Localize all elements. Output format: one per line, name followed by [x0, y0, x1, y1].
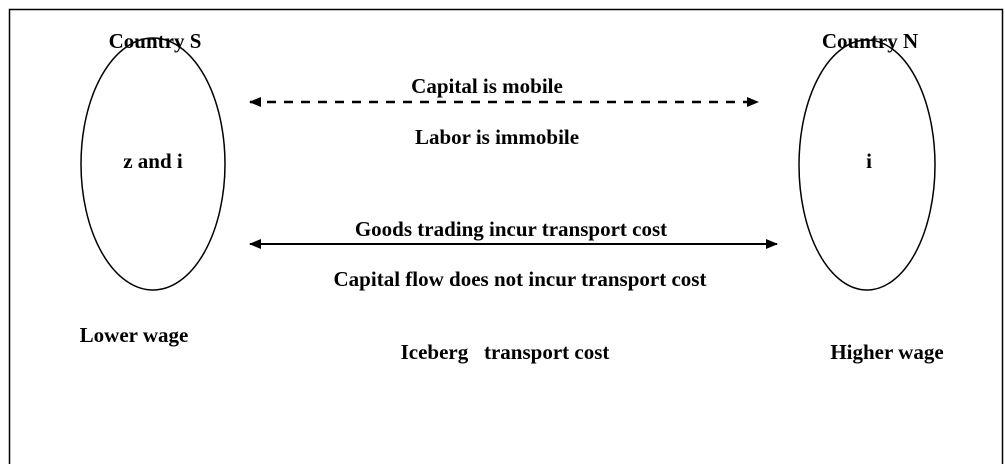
country-label: i: [866, 149, 872, 173]
country-ellipse: [798, 39, 936, 291]
link-label: Capital flow does not incur transport co…: [334, 267, 707, 291]
country-title: Country N: [822, 29, 918, 53]
wage-note: Higher wage: [830, 340, 943, 364]
wage-note: Lower wage: [80, 323, 189, 347]
frame: [8, 8, 1004, 464]
country-label: z and i: [123, 149, 183, 173]
caption: Iceberg transport cost: [401, 340, 610, 364]
country-ellipse: [80, 37, 226, 291]
link-label: Capital is mobile: [411, 74, 563, 98]
link-label: Labor is immobile: [415, 125, 579, 149]
link-label: Goods trading incur transport cost: [355, 217, 667, 241]
country-title: Country S: [109, 29, 202, 53]
